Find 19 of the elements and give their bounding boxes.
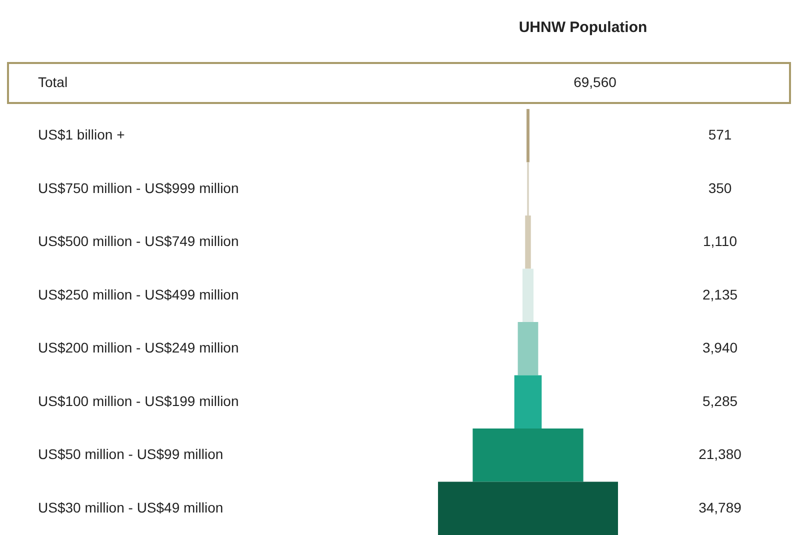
category-label: US$1 billion + [38,126,125,143]
data-label: 350 [708,180,732,196]
text: 69,560 [574,74,617,90]
data-label: 34,789 [698,499,742,516]
text: Total [38,74,68,90]
category-label: US$200 million - US$249 million [38,340,239,356]
category-label: US$750 million - US$999 million [38,180,239,196]
text: UHNW Population [518,19,648,36]
data-label: 2,135 [702,286,738,302]
data-label: 5,285 [702,392,738,409]
category-label: US$100 million - US$199 million [38,392,239,409]
category-label: US$250 million - US$499 million [38,286,239,302]
data-label: 571 [708,126,732,143]
data-label: 21,380 [698,446,742,462]
data-label: 1,110 [703,233,738,250]
category-label: US$500 million - US$749 million [38,233,239,250]
data-label: 3,940 [702,340,738,356]
category-label: US$30 million - US$49 million [38,499,224,516]
category-label: US$50 million - US$99 million [38,446,224,462]
